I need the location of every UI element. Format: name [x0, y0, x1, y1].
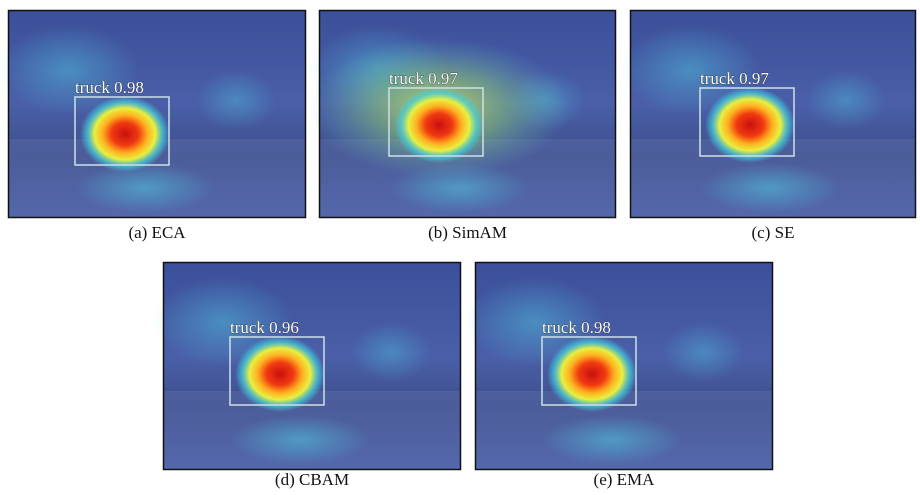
heatmap-panel: truck 0.98	[465, 262, 773, 470]
heatmap-panel: truck 0.97	[620, 10, 916, 218]
heatmap-panel: truck 0.96	[153, 262, 461, 470]
figure: truck 0.98 (a) ECA truck 0.97 (b) SimAM truc…	[0, 0, 920, 495]
heatmap-panel: truck 0.98	[0, 10, 306, 218]
glow	[75, 163, 215, 213]
detection-label: truck 0.97	[700, 69, 769, 88]
detection-label: truck 0.96	[230, 318, 299, 337]
hot-spot	[705, 87, 795, 163]
hot-spot	[394, 87, 484, 163]
hot-spot	[235, 336, 325, 412]
glow	[230, 415, 370, 465]
glow	[806, 70, 886, 130]
heatmap-panel: truck 0.97	[309, 10, 616, 218]
glow	[542, 415, 682, 465]
panel-caption: (b) SimAM	[428, 223, 507, 242]
panel-caption: (d) CBAM	[275, 470, 349, 489]
detection-label: truck 0.98	[542, 318, 611, 337]
glow	[700, 163, 840, 213]
hot-spot	[547, 336, 637, 412]
glow	[196, 70, 276, 130]
glow	[351, 322, 431, 382]
detection-label: truck 0.97	[389, 69, 458, 88]
panel-caption: (e) EMA	[594, 470, 656, 489]
detection-label: truck 0.98	[75, 78, 144, 97]
panel-caption: (c) SE	[752, 223, 795, 242]
glow	[663, 322, 743, 382]
panel-caption: (a) ECA	[128, 223, 186, 242]
hot-spot	[80, 96, 170, 172]
